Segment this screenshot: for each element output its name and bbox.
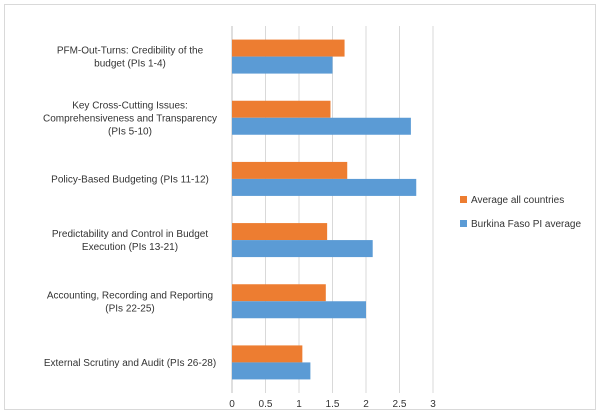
bar-average-all-countries-3 xyxy=(232,223,328,241)
bar-burkina-faso-3 xyxy=(232,240,373,258)
x-tick-label: 1 xyxy=(296,399,302,410)
category-label: External Scrutiny and Audit (PIs 26-28) xyxy=(44,358,216,369)
bar-burkina-faso-5 xyxy=(232,362,311,380)
category-label-line: Predictability and Control in Budget xyxy=(52,229,208,240)
bar-average-all-countries-4 xyxy=(232,284,326,302)
category-label: Key Cross-Cutting Issues: Comprehensivene… xyxy=(43,100,217,137)
category-label-line: Policy-Based Budgeting (PIs 11-12) xyxy=(51,174,209,185)
category-label-line: (PIs 5-10) xyxy=(108,126,152,137)
x-tick-label: 2.5 xyxy=(393,399,407,410)
category-label: PFM-Out-Turns: Credibility of the budget … xyxy=(57,46,204,70)
category-label-line: Key Cross-Cutting Issues: xyxy=(72,100,188,111)
x-tick-label: 0 xyxy=(229,399,235,410)
category-label-line: Comprehensiveness and Transparency xyxy=(43,113,217,124)
x-tick-label: 2 xyxy=(363,399,369,410)
bar-average-all-countries-5 xyxy=(232,345,303,363)
bar-burkina-faso-4 xyxy=(232,301,366,319)
category-label: Policy-Based Budgeting (PIs 11-12) xyxy=(51,174,209,185)
bar-average-all-countries-0 xyxy=(232,39,345,57)
category-label: Accounting, Recording and Reporting (PIs … xyxy=(47,290,213,314)
bar-burkina-faso-2 xyxy=(232,178,417,196)
category-label-line: (PIs 22-25) xyxy=(105,303,154,314)
bar-burkina-faso-0 xyxy=(232,56,333,74)
category-label-line: Execution (PIs 13-21) xyxy=(82,242,178,253)
category-label-line: Accounting, Recording and Reporting xyxy=(47,290,213,301)
category-label-line: PFM-Out-Turns: Credibility of the xyxy=(57,46,204,57)
category-label: Predictability and Control in Budget Exec… xyxy=(52,229,208,253)
x-tick-label: 3 xyxy=(430,399,436,410)
legend-swatch-burkina-faso xyxy=(460,220,467,227)
category-label-line: budget (PIs 1-4) xyxy=(94,59,166,70)
bar-average-all-countries-2 xyxy=(232,161,348,179)
bar-average-all-countries-1 xyxy=(232,100,331,118)
category-label-line: External Scrutiny and Audit (PIs 26-28) xyxy=(44,358,216,369)
legend-label-average-all-countries: Average all countries xyxy=(471,195,564,206)
legend-swatch-average-all-countries xyxy=(460,196,467,203)
legend-label-burkina-faso: Burkina Faso PI average xyxy=(471,219,581,230)
bar-burkina-faso-1 xyxy=(232,117,411,135)
x-tick-label: 1.5 xyxy=(326,399,340,410)
x-tick-label: 0.5 xyxy=(259,399,273,410)
